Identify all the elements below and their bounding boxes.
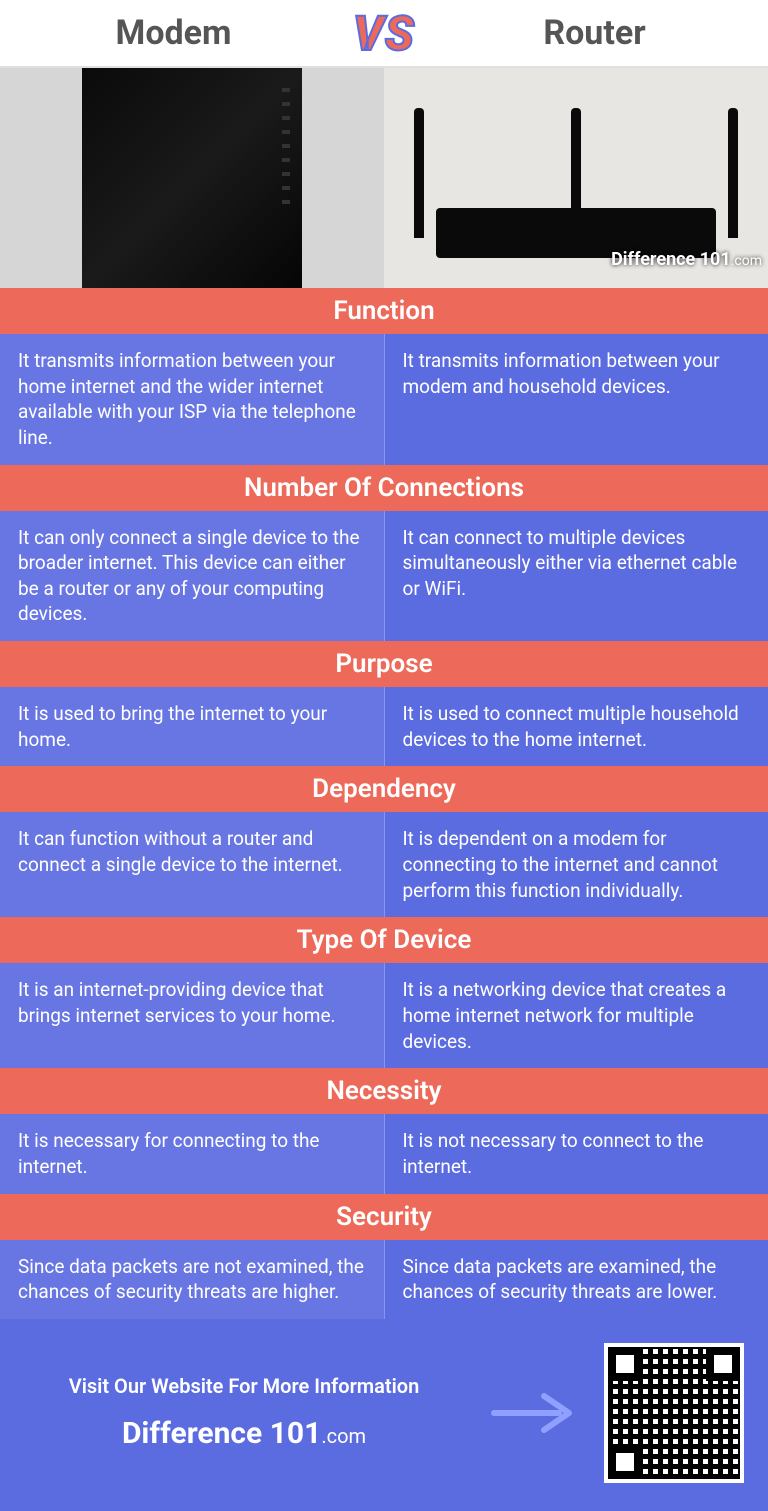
footer-brand-suffix: .com xyxy=(321,1424,366,1448)
router-cell: It is not necessary to connect to the in… xyxy=(385,1114,768,1193)
comparison-row: It is an internet-providing device that … xyxy=(0,963,768,1068)
comparison-row: It can only connect a single device to t… xyxy=(0,511,768,642)
modem-device-illustration xyxy=(82,68,302,288)
comparison-table: FunctionIt transmits information between… xyxy=(0,288,768,1319)
footer-text-block: Visit Our Website For More Information D… xyxy=(24,1374,464,1451)
comparison-row: It is necessary for connecting to the in… xyxy=(0,1114,768,1193)
footer-cta-text: Visit Our Website For More Information xyxy=(24,1374,464,1398)
watermark-suffix: .com xyxy=(731,253,762,269)
arrow-icon xyxy=(484,1388,584,1438)
category-header: Security xyxy=(0,1194,768,1240)
modem-cell: It transmits information between your ho… xyxy=(0,334,385,465)
modem-cell: It can function without a router and con… xyxy=(0,812,385,917)
footer-brand-name: Difference 101 xyxy=(122,1416,321,1451)
modem-cell: It is used to bring the internet to your… xyxy=(0,687,385,766)
category-header: Function xyxy=(0,288,768,334)
modem-cell: Since data packets are not examined, the… xyxy=(0,1240,385,1319)
modem-cell: It is an internet-providing device that … xyxy=(0,963,385,1068)
router-cell: It is used to connect multiple household… xyxy=(385,687,768,766)
router-antenna-icon xyxy=(414,108,424,238)
router-antenna-icon xyxy=(728,108,738,238)
router-cell: It transmits information between your mo… xyxy=(385,334,768,465)
footer: Visit Our Website For More Information D… xyxy=(0,1319,768,1511)
category-header: Number Of Connections xyxy=(0,465,768,511)
modem-image-cell xyxy=(0,68,384,288)
comparison-row: It is used to bring the internet to your… xyxy=(0,687,768,766)
footer-brand: Difference 101.com xyxy=(24,1416,464,1451)
category-header: Type Of Device xyxy=(0,917,768,963)
router-cell: It can connect to multiple devices simul… xyxy=(385,511,768,642)
comparison-row: It can function without a router and con… xyxy=(0,812,768,917)
category-header: Dependency xyxy=(0,766,768,812)
image-watermark: Difference 101.com xyxy=(611,249,762,270)
category-header: Purpose xyxy=(0,641,768,687)
comparison-header: Modem VS Router xyxy=(0,0,768,68)
router-cell: It is a networking device that creates a… xyxy=(385,963,768,1068)
modem-cell: It can only connect a single device to t… xyxy=(0,511,385,642)
router-cell: Since data packets are examined, the cha… xyxy=(385,1240,768,1319)
qr-code[interactable] xyxy=(604,1343,744,1483)
product-images-row: Difference 101.com xyxy=(0,68,768,288)
router-cell: It is dependent on a modem for connectin… xyxy=(385,812,768,917)
router-image-cell: Difference 101.com xyxy=(384,68,768,288)
left-product-label: Modem xyxy=(0,13,347,53)
comparison-row: Since data packets are not examined, the… xyxy=(0,1240,768,1319)
modem-cell: It is necessary for connecting to the in… xyxy=(0,1114,385,1193)
category-header: Necessity xyxy=(0,1068,768,1114)
right-product-label: Router xyxy=(421,13,768,53)
vs-badge: VS xyxy=(347,5,421,62)
watermark-brand: Difference 101 xyxy=(611,249,731,270)
comparison-row: It transmits information between your ho… xyxy=(0,334,768,465)
router-device-illustration: Difference 101.com xyxy=(384,68,768,288)
